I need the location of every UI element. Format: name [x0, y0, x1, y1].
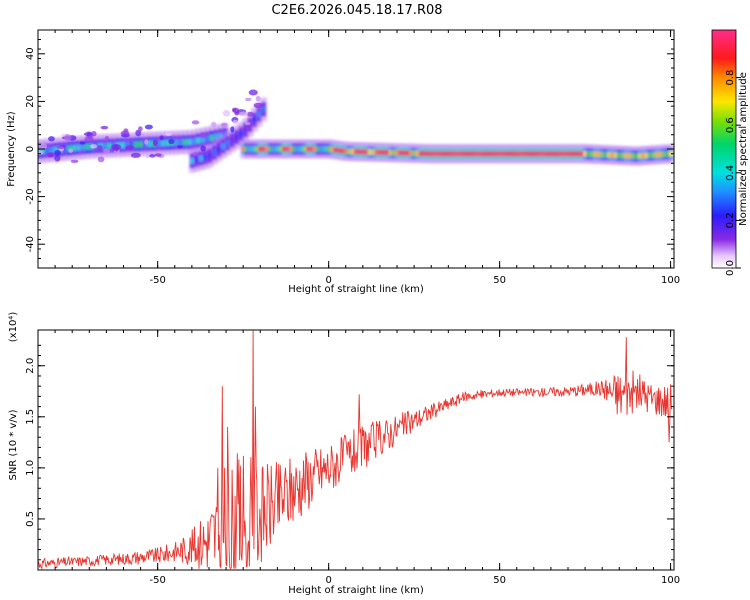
snr-ytick-label: 1.0	[25, 460, 36, 476]
colorbar-tick-label: 0.6	[725, 117, 736, 133]
snr-ytick-label: 1.5	[25, 409, 36, 425]
spectrogram-blobs	[38, 97, 674, 173]
spectrogram-ridge	[240, 139, 674, 166]
spectrogram-ytick-label: 0	[25, 146, 36, 152]
spectrogram-ylabel: Frequency (Hz)	[6, 111, 17, 187]
spectrogram-speckles	[38, 89, 263, 163]
snr-plot-area	[38, 330, 673, 570]
spectrogram-xtick-label: 0	[325, 275, 331, 286]
snr-xtick-label: 0	[325, 575, 331, 586]
spectrogram-ytick-label: -40	[25, 236, 36, 252]
spectrogram-xtick-label: -50	[150, 275, 166, 286]
snr-series-line	[38, 330, 673, 570]
spectrogram-ytick-label: 40	[25, 47, 36, 60]
snr-panel: -50 0 50 100 0.5 1.0 1.5 2.0 Height of straight…	[8, 312, 680, 596]
snr-xtick-label: 100	[661, 575, 680, 586]
snr-xlabel: Height of straight line (km)	[288, 585, 424, 596]
colorbar: 0.0 0.2 0.4 0.6 0.8 Normalized spectral ampl…	[711, 29, 749, 276]
spectrogram-ytick-label: -20	[25, 188, 36, 204]
snr-xtick-label: -50	[150, 575, 166, 586]
snr-ylabel: SNR (10 * v/v)	[8, 409, 19, 480]
snr-frame	[37, 329, 675, 571]
colorbar-ticks: 0.0 0.2 0.4 0.6 0.8	[725, 70, 741, 276]
colorbar-tick-label: 0.0	[725, 260, 736, 276]
colorbar-label: Normalized spectral amplitude	[738, 72, 749, 226]
snr-ticks: -50 0 50 100 0.5 1.0 1.5 2.0	[25, 330, 680, 586]
colorbar-tick-label: 0.8	[725, 70, 736, 86]
figure-title: C2E6.2026.045.18.17.R08	[271, 3, 442, 18]
spectrogram-ytick-label: 20	[25, 95, 36, 108]
colorbar-gradient	[711, 29, 737, 269]
colorbar-tick-label: 0.2	[725, 212, 736, 228]
spectrogram-ridge	[188, 97, 267, 173]
snr-xtick-label: 50	[493, 575, 506, 586]
spectrogram-heatmap	[38, 89, 674, 173]
snr-multiplier: (x10⁴)	[8, 312, 19, 343]
snr-ytick-label: 0.5	[25, 511, 36, 527]
spectrogram-xlabel: Height of straight line (km)	[288, 284, 424, 295]
spectrogram-panel: -50 0 50 100 40 20 0 -20 -40 Height of straight …	[6, 29, 680, 295]
spectrogram-xtick-label: 100	[661, 275, 680, 286]
colorbar-tick-label: 0.4	[725, 165, 736, 181]
spectrogram-xtick-label: 50	[493, 275, 506, 286]
snr-ytick-label: 2.0	[25, 358, 36, 374]
spectrogram-ticks: -50 0 50 100 40 20 0 -20 -40	[25, 29, 680, 286]
